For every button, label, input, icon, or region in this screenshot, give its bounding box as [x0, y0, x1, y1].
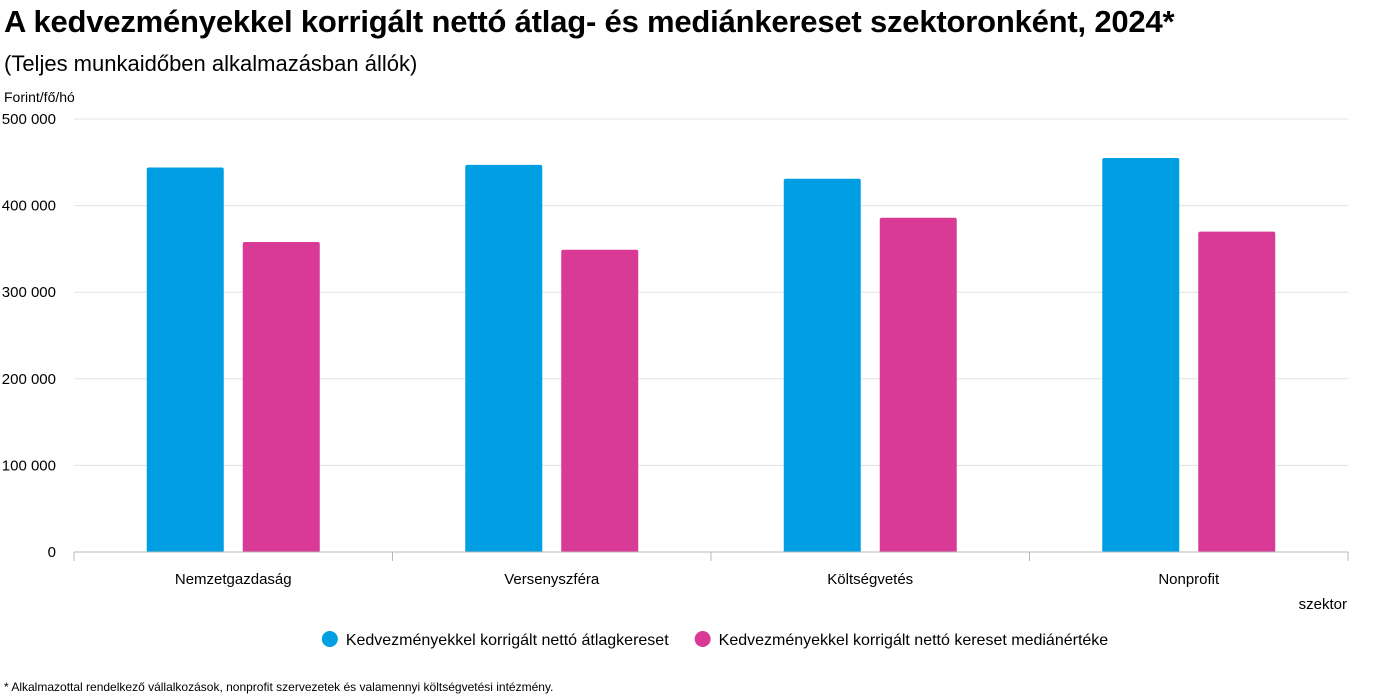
x-tick-label: Nonprofit: [1158, 571, 1220, 588]
legend-marker: [694, 631, 711, 647]
legend-item[interactable]: Kedvezményekkel korrigált nettó átlagker…: [321, 631, 669, 649]
y-tick-label: 0: [48, 544, 56, 561]
legend: Kedvezményekkel korrigált nettó átlagker…: [321, 631, 1109, 649]
y-tick-label: 500 000: [2, 111, 56, 128]
bar-average[interactable]: [146, 167, 224, 552]
x-tick-label: Versenyszféra: [504, 571, 600, 588]
y-tick-label: 200 000: [2, 371, 56, 388]
bars: [146, 157, 1276, 553]
legend-label: Kedvezményekkel korrigált nettó kereset …: [719, 632, 1109, 649]
axes: 0 100 000 200 000 300 000 400 000 500 000 Nemz…: [2, 111, 1349, 588]
chart-title: A kedvezményekkel korrigált nettó átlag-…: [4, 4, 1175, 39]
x-axis-label: szektor: [1299, 596, 1347, 613]
legend-label: Kedvezményekkel korrigált nettó átlagker…: [346, 632, 669, 649]
y-tick-label: 100 000: [2, 457, 56, 474]
y-tick-label: 400 000: [2, 198, 56, 215]
footnote: * Alkalmazottal rendelkező vállalkozások…: [4, 680, 554, 694]
bar-median[interactable]: [561, 249, 639, 553]
bar-average[interactable]: [465, 164, 543, 552]
bar-median[interactable]: [879, 217, 957, 552]
chart-subtitle: (Teljes munkaidőben alkalmazásban állók): [4, 51, 418, 76]
x-tick-label: Nemzetgazdaság: [175, 571, 292, 588]
bar-median[interactable]: [242, 241, 320, 553]
bar-median[interactable]: [1198, 231, 1276, 552]
legend-marker: [321, 631, 338, 647]
bar-average[interactable]: [783, 178, 861, 552]
y-tick-label: 300 000: [2, 284, 56, 301]
legend-item[interactable]: Kedvezményekkel korrigált nettó kereset …: [694, 631, 1109, 649]
bar-average[interactable]: [1102, 157, 1180, 552]
x-tick-label: Költségvetés: [827, 571, 913, 588]
bar-chart: 0 100 000 200 000 300 000 400 000 500 000 Nemz…: [2, 89, 1349, 649]
y-axis-label: Forint/fő/hó: [4, 89, 75, 105]
